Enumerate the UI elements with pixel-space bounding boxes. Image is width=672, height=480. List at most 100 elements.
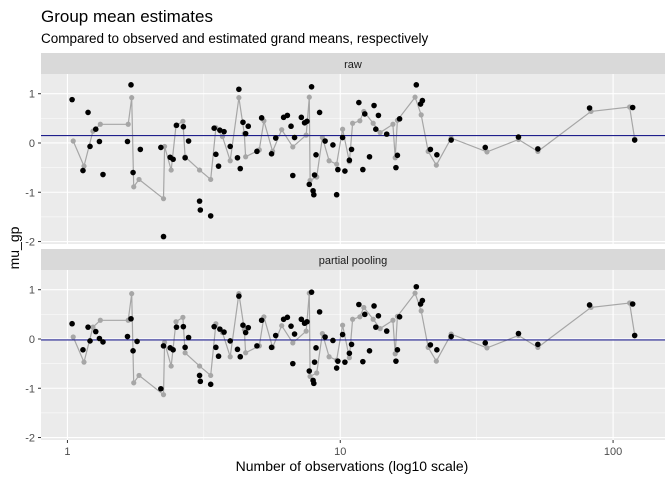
estimate-point [227,143,234,150]
estimate-point [85,324,91,330]
estimate-point [360,358,366,365]
panel-background [41,270,665,440]
grey-point [236,95,242,101]
estimate-point [215,163,222,169]
estimate-point [69,320,75,327]
estimate-point [515,134,522,140]
facet-strip [41,53,665,74]
estimate-point [234,346,241,353]
facet-panel-partial-pooling: partial pooling -2 -1 0 1 [25,249,665,445]
grey-point [484,345,490,351]
grey-point [208,176,214,183]
estimate-point [371,303,377,309]
grey-point [160,392,167,398]
estimate-point [629,301,636,307]
estimate-point [237,353,244,360]
grey-point [390,121,396,127]
estimate-point [348,341,355,348]
estimate-point [87,143,93,150]
estimate-point [182,154,188,161]
grey-point [377,130,383,136]
estimate-point [383,131,390,137]
estimate-point [284,314,291,321]
estimate-point [160,343,167,349]
estimate-point [87,338,93,344]
estimate-point [100,171,106,178]
estimate-point [180,123,187,130]
estimate-point [448,137,454,143]
estimate-point [535,341,541,348]
grey-point [334,161,340,167]
estimate-point [322,138,328,144]
estimate-point [160,233,167,240]
estimate-point [427,146,434,153]
estimate-point [197,378,204,385]
estimate-point [213,151,219,158]
estimate-point [396,116,403,122]
estimate-point [92,328,99,335]
x-axis-title: Number of observations (log10 scale) [236,458,469,474]
estimate-point [304,318,310,325]
estimate-point [170,156,176,163]
estimate-point [258,115,265,121]
grey-point [129,291,135,297]
estimate-point [85,109,91,116]
estimate-point [306,368,313,374]
grey-point [81,163,87,169]
grey-point [433,162,439,168]
chart-subtitle: Compared to observed and estimated grand… [41,31,428,46]
y-tick-label: -2 [25,237,35,249]
grey-point [168,167,174,173]
estimate-point [333,191,340,198]
estimate-point [356,99,362,106]
estimate-point [211,125,217,132]
estimate-point [535,146,541,152]
estimate-point [434,347,440,353]
grey-point [70,138,76,144]
estimate-point [182,344,188,351]
grey-point [180,314,186,320]
estimate-point [185,334,192,341]
facet-panels: raw -2 -1 0 1 partial pooling -2 -1 0 1 [25,53,665,445]
estimate-point [100,339,106,345]
estimate-point [361,311,368,318]
y-tick-label: -1 [25,187,35,199]
facet-panel-raw: raw -2 -1 0 1 [25,53,665,249]
estimate-point [134,338,140,345]
grey-point [350,316,356,322]
estimate-point [207,381,214,388]
estimate-point [316,309,323,315]
estimate-point [245,123,252,130]
x-axis: 1 10 100 [64,440,622,458]
estimate-point [236,86,242,93]
grey-point [314,370,320,376]
estimate-point [304,118,310,125]
estimate-point [124,138,131,145]
estimate-point [128,315,134,322]
estimate-point [396,314,403,320]
grey-point [208,372,214,379]
estimate-point [360,166,366,173]
estimate-point [316,109,323,116]
estimate-point [80,167,86,174]
grey-point [484,149,490,155]
estimate-point [631,332,638,339]
grey-point [243,350,249,356]
grey-point [125,121,131,127]
estimate-point [311,380,317,387]
estimate-point [434,152,440,158]
panel-background [41,74,665,244]
estimate-point [311,191,317,198]
estimate-point [227,338,234,344]
y-tick-label: -2 [25,433,35,445]
grey-point [418,308,424,314]
estimate-point [586,302,593,308]
estimate-point [322,334,328,340]
estimate-point [515,330,522,337]
grey-point [97,121,103,127]
estimate-point [124,333,131,340]
estimate-point [272,332,279,339]
grey-point [129,95,135,101]
grey-point [81,359,87,365]
estimate-point [366,348,373,354]
